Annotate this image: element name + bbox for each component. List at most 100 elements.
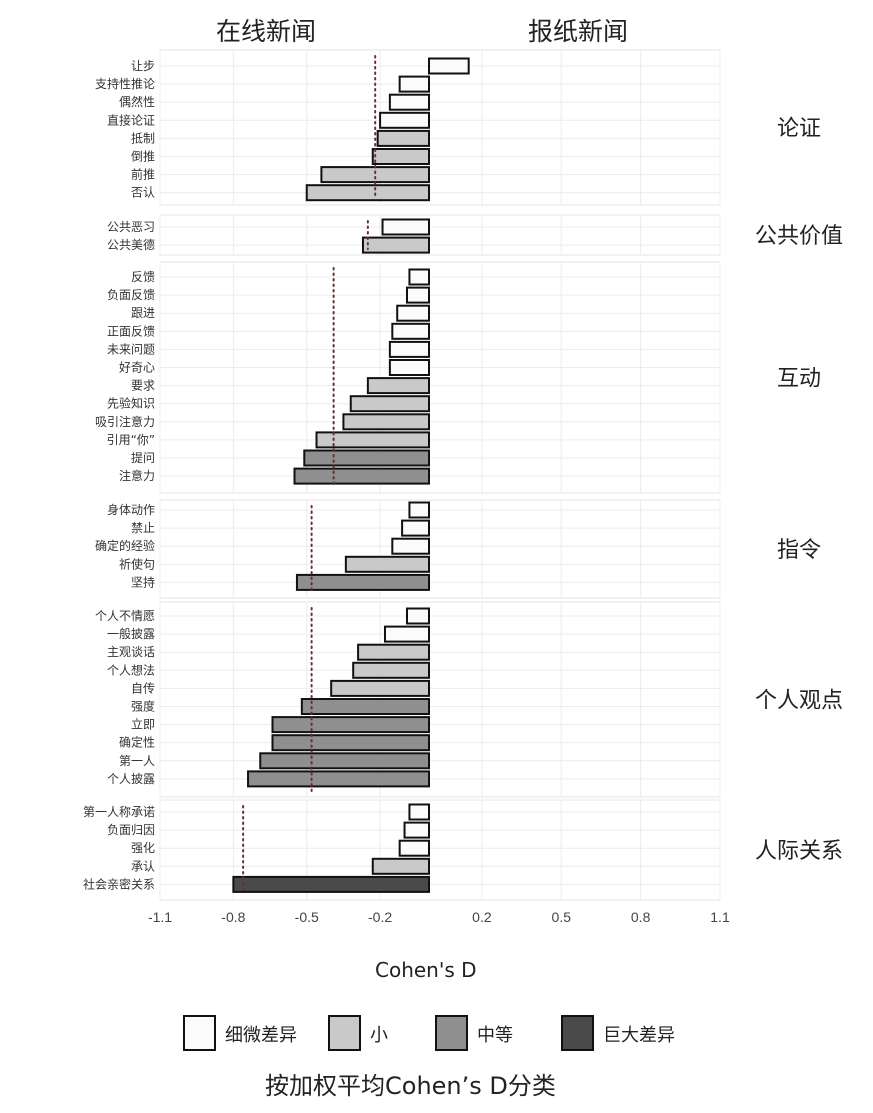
legend-swatch xyxy=(183,1015,216,1051)
legend-label: 巨大差异 xyxy=(603,1025,675,1046)
facet-label: 论证 xyxy=(777,117,821,142)
legend-swatch xyxy=(328,1015,361,1051)
bar-category-label: 偶然性 xyxy=(119,94,155,109)
facet-label: 指令 xyxy=(777,538,821,563)
bar-category-label: 第一人称承诺 xyxy=(83,805,155,819)
chart-caption: 按加权平均Cohen’s D分类 xyxy=(265,1072,556,1100)
bar xyxy=(330,679,431,697)
bar-category-label: 跟进 xyxy=(131,306,155,320)
bar xyxy=(381,218,431,236)
x-tick-label: -0.8 xyxy=(221,909,245,925)
bar xyxy=(383,625,430,643)
legend-swatch xyxy=(435,1015,468,1051)
bar xyxy=(428,57,470,75)
bar xyxy=(408,268,431,286)
bar-category-label: 好奇心 xyxy=(119,361,155,375)
bar-category-label: 前推 xyxy=(131,167,155,182)
facet-label: 互动 xyxy=(777,367,821,392)
bar xyxy=(315,431,430,449)
bar xyxy=(293,467,430,485)
bar xyxy=(352,661,431,679)
bar xyxy=(398,75,430,93)
bar-category-label: 先验知识 xyxy=(107,396,155,411)
bar xyxy=(357,643,430,661)
bar-category-label: 公共恶习 xyxy=(107,220,155,234)
bar-category-label: 让步 xyxy=(131,59,155,73)
bar xyxy=(371,857,430,875)
bar xyxy=(405,286,430,304)
bar xyxy=(396,304,430,322)
bar xyxy=(271,716,430,734)
bar xyxy=(232,875,430,893)
bar xyxy=(295,573,431,591)
bar-category-label: 要求 xyxy=(131,379,155,393)
bar-category-label: 禁止 xyxy=(131,521,155,535)
bar-category-label: 否认 xyxy=(131,186,155,200)
bar-category-label: 确定性 xyxy=(119,735,155,750)
x-axis-label: Cohen's D xyxy=(375,958,477,982)
panel-title-online: 在线新闻 xyxy=(216,17,317,46)
bar xyxy=(401,519,431,537)
bar-category-label: 坚持 xyxy=(131,574,155,589)
facet-label: 公共价值 xyxy=(755,224,843,249)
panel-title-newspaper: 报纸新闻 xyxy=(528,17,629,46)
bar-category-label: 一般披露 xyxy=(107,626,155,641)
x-tick-label: -0.5 xyxy=(295,909,319,925)
bar xyxy=(388,93,431,111)
x-tick-label: 0.8 xyxy=(631,909,651,925)
legend-label: 中等 xyxy=(477,1025,513,1046)
bar xyxy=(403,821,430,839)
bar xyxy=(408,803,431,821)
bar xyxy=(366,377,431,395)
x-tick-label: -0.2 xyxy=(368,909,392,925)
bar xyxy=(371,148,430,165)
bar xyxy=(305,184,430,202)
facet-panel xyxy=(159,214,721,256)
facet-label: 人际关系 xyxy=(755,839,843,864)
legend-label: 小 xyxy=(370,1025,388,1046)
bar-category-label: 引用“你” xyxy=(107,433,155,447)
x-tick-label: 0.5 xyxy=(552,909,572,925)
bar xyxy=(271,734,430,752)
bar xyxy=(405,607,430,625)
bar-category-label: 未来问题 xyxy=(107,342,155,356)
bar-category-label: 公共美德 xyxy=(107,237,155,252)
bar-category-label: 自传 xyxy=(131,680,155,695)
bar-category-label: 负面反馈 xyxy=(107,288,155,302)
bar-category-label: 反馈 xyxy=(131,270,155,284)
bar xyxy=(361,236,430,254)
bar xyxy=(388,340,431,358)
bar-category-label: 注意力 xyxy=(119,468,155,483)
x-tick-label: 1.1 xyxy=(710,909,730,925)
bar xyxy=(342,413,430,431)
bar xyxy=(303,449,431,467)
legend-label: 细微差异 xyxy=(225,1025,297,1046)
bar xyxy=(408,501,431,519)
bar-category-label: 提问 xyxy=(131,450,155,465)
bar xyxy=(376,129,430,147)
bar xyxy=(344,555,431,573)
bar-category-label: 个人想法 xyxy=(107,662,155,677)
facet-panel xyxy=(159,499,721,599)
facet-panel xyxy=(159,601,721,798)
bar xyxy=(259,752,430,770)
bar-category-label: 抵制 xyxy=(131,131,155,145)
x-tick-label: -1.1 xyxy=(148,909,172,925)
bar xyxy=(391,322,430,340)
bar-category-label: 确定的经验 xyxy=(95,538,155,553)
bar-category-label: 支持性推论 xyxy=(95,76,155,91)
bar-category-label: 主观谈话 xyxy=(107,645,155,659)
bar xyxy=(379,111,431,129)
bar-category-label: 正面反馈 xyxy=(107,324,155,338)
bar xyxy=(398,839,430,857)
facet-label: 个人观点 xyxy=(755,689,843,714)
bar-category-label: 社会亲密关系 xyxy=(83,876,155,891)
bar xyxy=(388,359,431,376)
bar-category-label: 强化 xyxy=(131,841,155,855)
bar-category-label: 立即 xyxy=(131,717,155,732)
bar-category-label: 倒推 xyxy=(131,150,155,164)
bar-category-label: 吸引注意力 xyxy=(95,414,155,429)
bar xyxy=(349,395,430,413)
legend-swatch xyxy=(561,1015,594,1051)
